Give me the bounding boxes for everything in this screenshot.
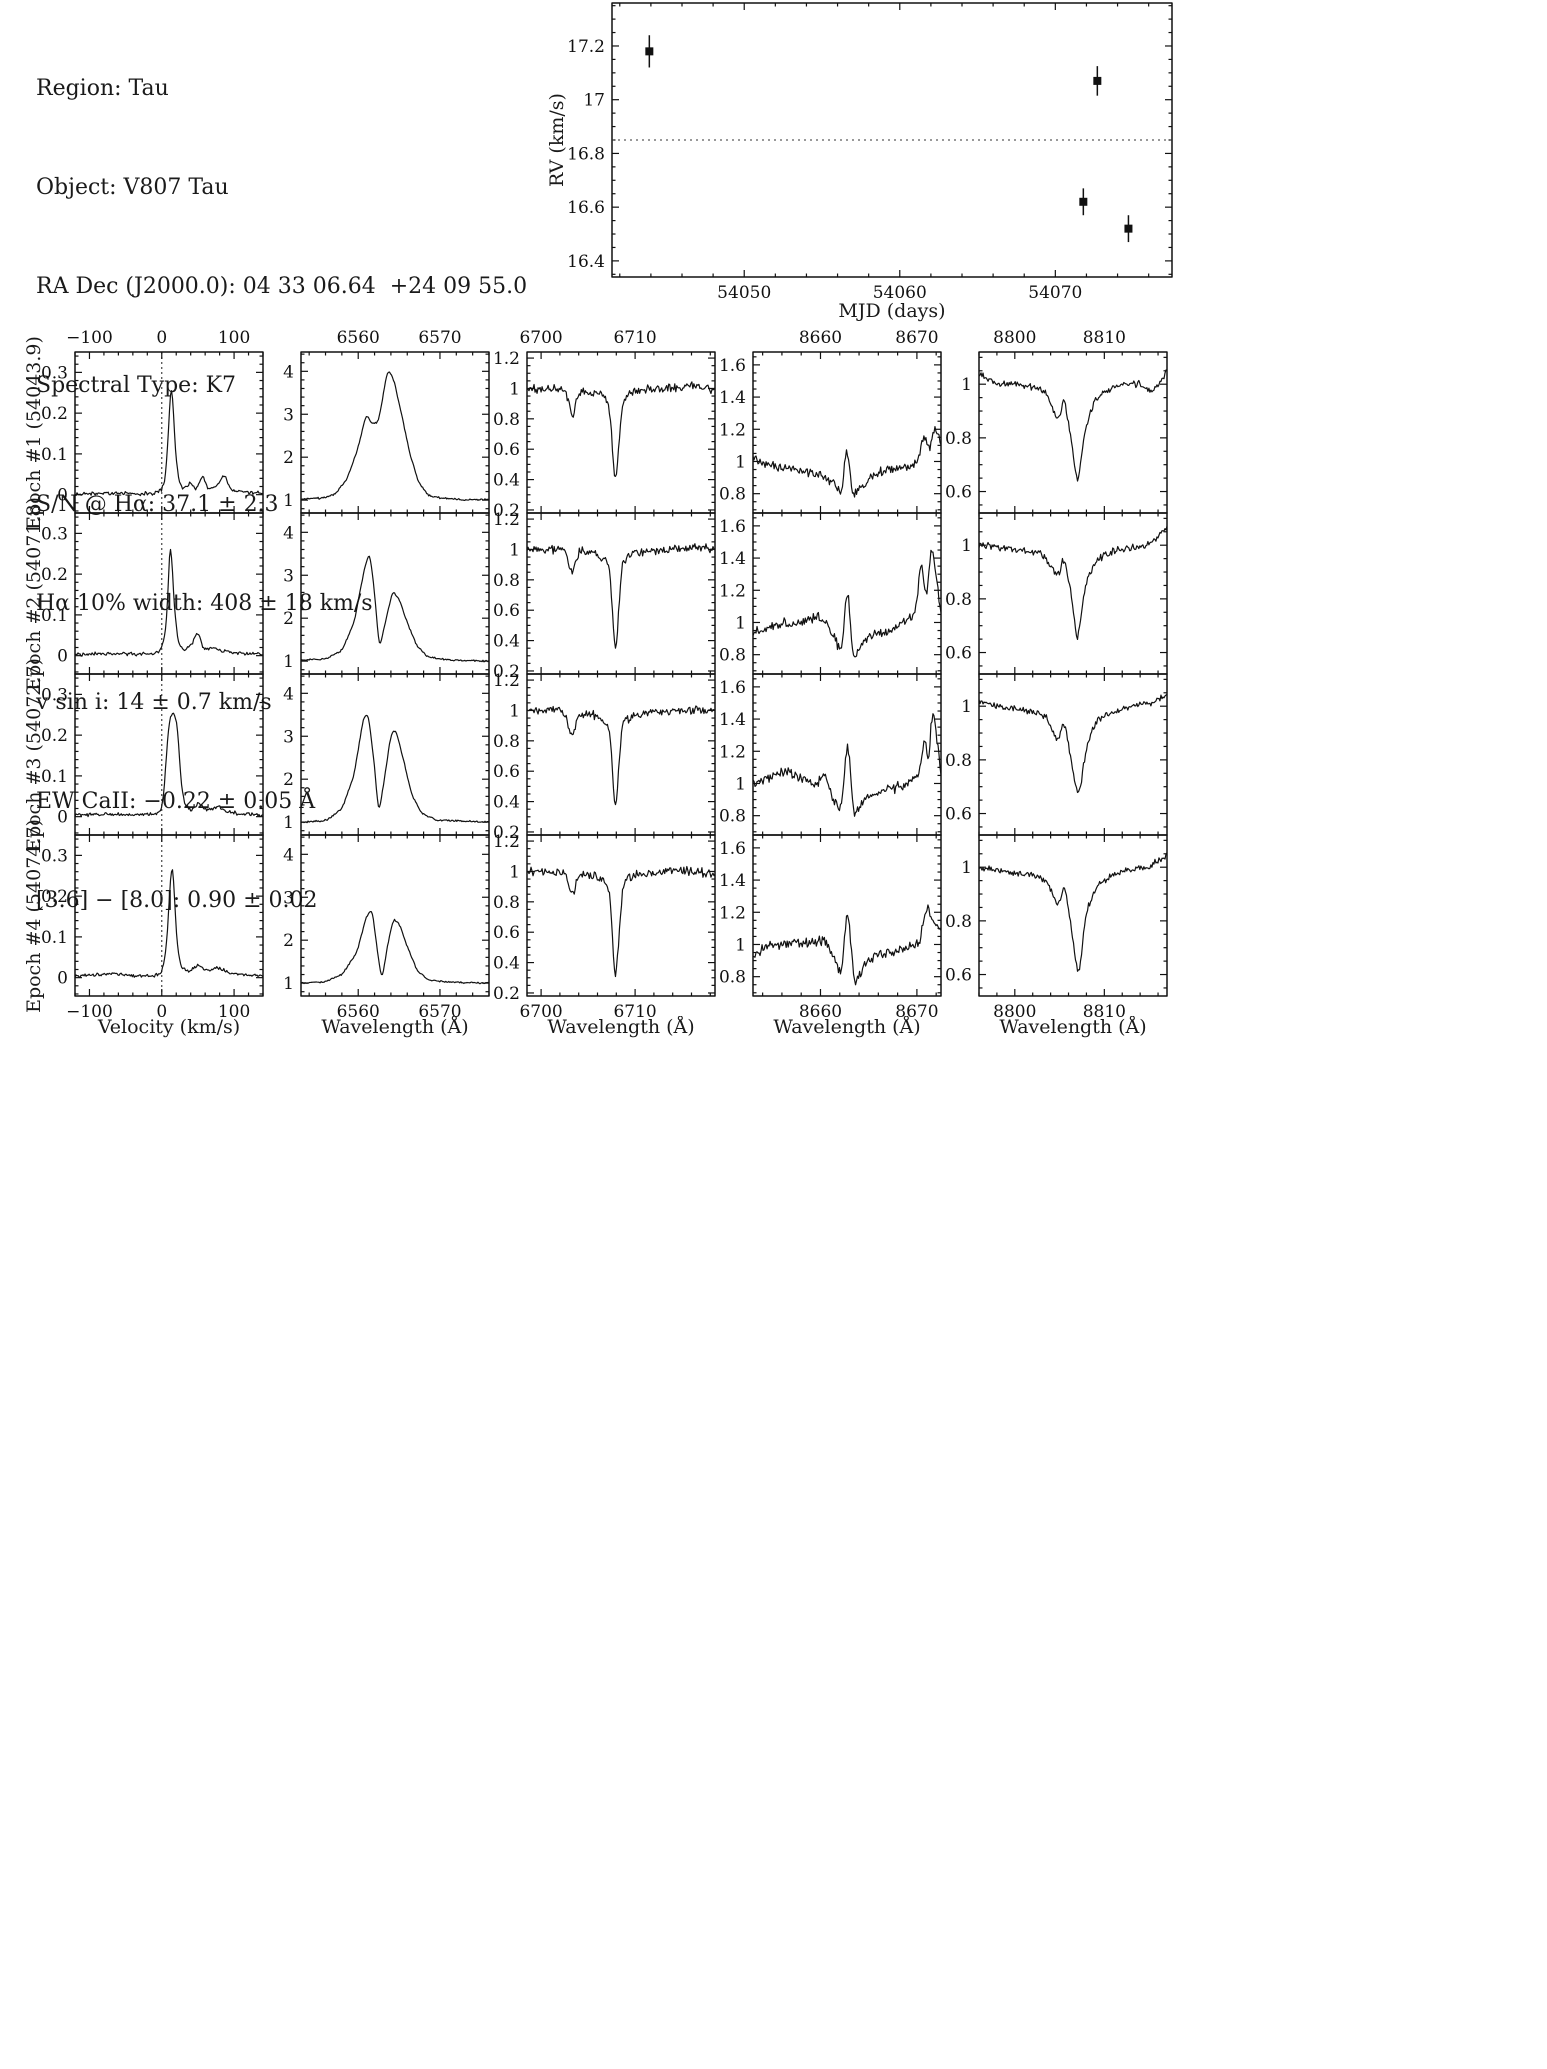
spectrum-panel-epoch2-ca8662 xyxy=(705,499,951,688)
spectrum-panel-epoch2-line8807 xyxy=(931,499,1177,688)
spectrum-panel-epoch1-halpha xyxy=(253,322,499,527)
x-axis-title-halpha: Wavelength (Å) xyxy=(321,1016,469,1038)
spectrum-panel-epoch1-ca8662 xyxy=(705,322,951,527)
spectrum-panel-epoch3-ca8662 xyxy=(705,660,951,849)
spectrum-panel-epoch4-velocity xyxy=(27,821,273,1034)
info-object: Object: V807 Tau xyxy=(36,175,229,200)
spectrum-panel-epoch4-line8807 xyxy=(931,821,1177,1034)
spectrum-panel-epoch3-velocity xyxy=(27,660,273,849)
spectrum-panel-epoch4-halpha xyxy=(253,821,499,1034)
spectrum-panel-epoch3-halpha xyxy=(253,660,499,849)
spectrum-panel-epoch3-li6708 xyxy=(479,660,725,849)
spectrum-panel-epoch4-ca8662 xyxy=(705,821,951,1034)
spectrum-panel-epoch2-li6708 xyxy=(479,499,725,688)
spectrum-panel-epoch4-li6708 xyxy=(479,821,725,1034)
info-region: Region: Tau xyxy=(36,76,169,101)
spectrum-panel-epoch1-line8807 xyxy=(931,322,1177,527)
x-axis-title-ca8662: Wavelength (Å) xyxy=(773,1016,921,1038)
spectrum-panel-epoch1-velocity xyxy=(27,322,273,527)
spectrum-panel-epoch2-halpha xyxy=(253,499,499,688)
info-ra-dec: RA Dec (J2000.0): 04 33 06.64 +24 09 55.… xyxy=(36,274,528,299)
rv-x-axis-label: MJD (days) xyxy=(838,300,946,322)
x-axis-title-velocity: Velocity (km/s) xyxy=(97,1016,241,1038)
x-axis-title-line8807: Wavelength (Å) xyxy=(999,1016,1147,1038)
x-axis-title-li6708: Wavelength (Å) xyxy=(547,1016,695,1038)
rv-plot-canvas xyxy=(530,0,1200,340)
spectrum-panel-epoch3-line8807 xyxy=(931,660,1177,849)
spectrum-panel-epoch1-li6708 xyxy=(479,322,725,527)
spectrum-panel-epoch2-velocity xyxy=(27,499,273,688)
rv-y-axis-label: RV (km/s) xyxy=(546,93,568,187)
